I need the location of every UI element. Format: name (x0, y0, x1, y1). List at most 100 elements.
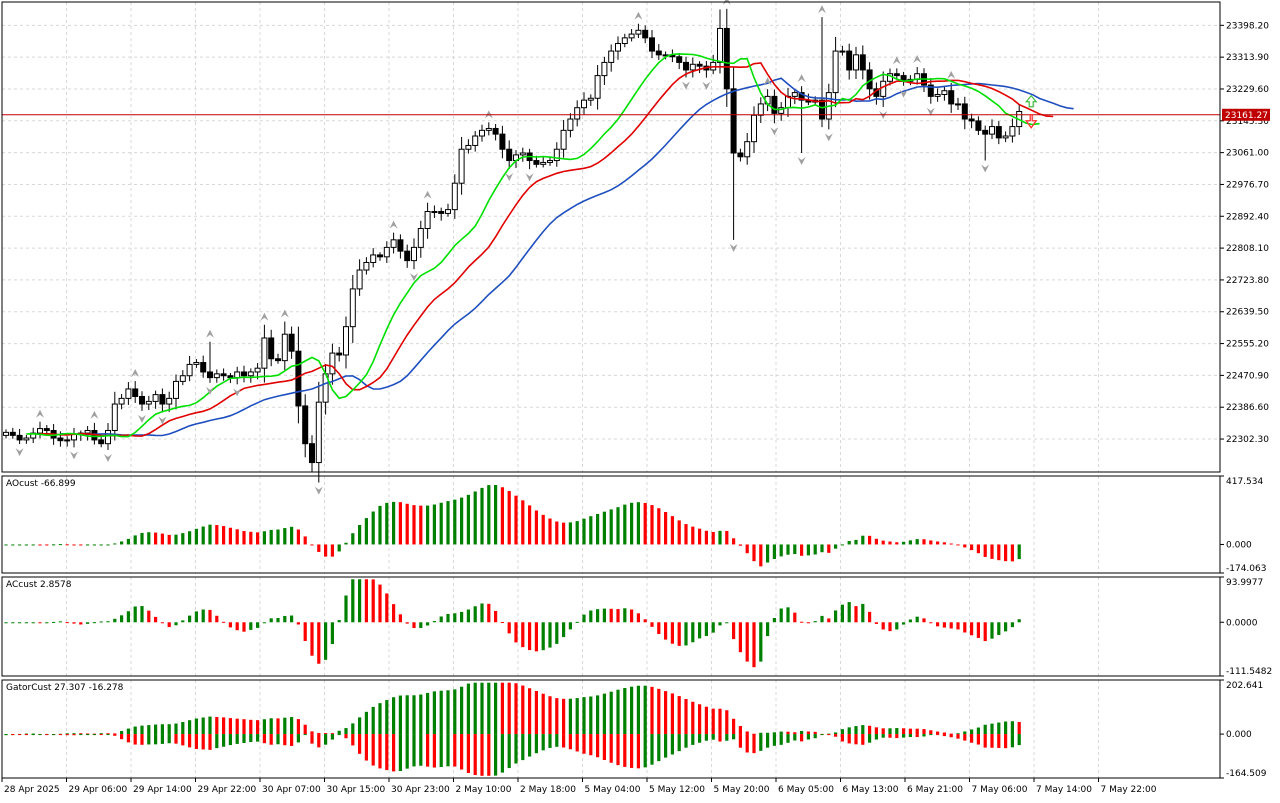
candle-bear (9, 431, 16, 436)
histogram-bar-lower (759, 734, 763, 751)
histogram-bar (711, 622, 715, 633)
histogram-bar-lower (500, 734, 504, 773)
histogram-bar-lower (126, 734, 130, 743)
histogram-bar (303, 622, 307, 641)
histogram-bar (670, 693, 674, 735)
histogram-bar (473, 491, 477, 545)
teeth-line (39, 62, 1054, 437)
histogram-bar (725, 622, 729, 624)
histogram-bar-lower (201, 734, 205, 750)
x-tick-label: 6 May 13:00 (843, 785, 899, 795)
histogram-bar (834, 732, 838, 735)
histogram-bar-lower (86, 734, 90, 736)
histogram-bar (371, 706, 375, 735)
histogram-bar (541, 693, 545, 735)
histogram-bar (779, 544, 783, 557)
histogram-bar (133, 726, 137, 735)
histogram-bar (133, 535, 137, 545)
fractal-up-icon (913, 55, 922, 64)
histogram-bar (623, 688, 627, 735)
histogram-bar-lower (174, 734, 178, 744)
histogram-bar (528, 505, 532, 545)
candle-bull (383, 246, 390, 258)
histogram-bar (446, 501, 450, 545)
histogram-bar-lower (732, 734, 736, 740)
histogram-bar (806, 622, 810, 624)
histogram-bar (997, 544, 1001, 561)
histogram-bar (902, 728, 906, 735)
x-tick-label: 29 Apr 06:00 (69, 785, 128, 795)
histogram-bar (419, 622, 423, 628)
x-tick-label: 30 Apr 07:00 (262, 785, 321, 795)
histogram-bar (11, 544, 15, 546)
histogram-bar (249, 622, 253, 630)
histogram-bar (643, 685, 647, 735)
histogram-bar-lower (154, 734, 158, 745)
candle-bear (533, 160, 540, 165)
candle-bull (941, 90, 948, 95)
histogram-bar (52, 621, 56, 623)
candle-bear (309, 443, 315, 464)
candle-bull (152, 394, 159, 402)
candle-bull (587, 97, 594, 101)
histogram-bar (290, 526, 294, 545)
histogram-bar-lower (419, 734, 423, 766)
histogram-bar (65, 622, 69, 624)
histogram-bar-lower (813, 734, 817, 739)
histogram-bar (738, 622, 742, 653)
histogram-bar (548, 622, 552, 648)
histogram-bar-lower (310, 734, 314, 744)
histogram-bar (847, 602, 851, 623)
histogram-bar (439, 616, 443, 623)
y-tick-label: 0.0000 (1226, 618, 1258, 628)
histogram-bar (596, 695, 600, 735)
histogram-bar (623, 504, 627, 545)
histogram-bar (793, 732, 797, 735)
candle-bull (111, 403, 118, 431)
histogram-bar-lower (113, 734, 117, 736)
histogram-bar (514, 495, 518, 545)
histogram-bar (106, 544, 110, 546)
histogram-bar (181, 533, 185, 545)
candle-bull (472, 135, 479, 146)
fractal-down-icon (314, 486, 323, 495)
histogram-bar (432, 621, 436, 623)
fractal-down-icon (505, 173, 514, 182)
histogram-bar (1017, 721, 1021, 735)
candle-bull (880, 80, 887, 97)
histogram-bar-lower (636, 734, 640, 769)
histogram-bar-lower (317, 734, 321, 748)
histogram-bar-lower (167, 734, 171, 744)
histogram-bar (174, 534, 178, 545)
histogram-bar-lower (11, 734, 15, 736)
histogram-bar (915, 616, 919, 623)
candle-bear (676, 56, 683, 63)
histogram-bar (466, 609, 470, 623)
histogram-bar (364, 518, 368, 545)
histogram-bar (507, 622, 511, 634)
histogram-bar (786, 731, 790, 735)
y-tick-label: 23313.90 (1226, 53, 1269, 63)
histogram-bar (351, 533, 355, 545)
y-tick-label: 93.9977 (1226, 578, 1263, 588)
candle-bull (417, 228, 424, 248)
histogram-bar (487, 603, 491, 623)
histogram-bar-lower (92, 734, 96, 736)
histogram-bar (269, 718, 273, 735)
histogram-bar (745, 731, 749, 735)
histogram-bar (72, 544, 76, 546)
histogram-bar (276, 529, 280, 545)
y-tick-label: 23061.00 (1226, 149, 1269, 159)
histogram-bar (691, 701, 695, 735)
histogram-bar (371, 579, 375, 623)
histogram-bar (616, 689, 620, 735)
histogram-bar (154, 724, 158, 735)
histogram-bar (684, 622, 688, 646)
candle-bear (737, 152, 744, 158)
histogram-bar (956, 544, 960, 546)
x-tick-label: 2 May 18:00 (520, 785, 576, 795)
histogram-bar-lower (439, 734, 443, 768)
histogram-bar (929, 540, 933, 545)
